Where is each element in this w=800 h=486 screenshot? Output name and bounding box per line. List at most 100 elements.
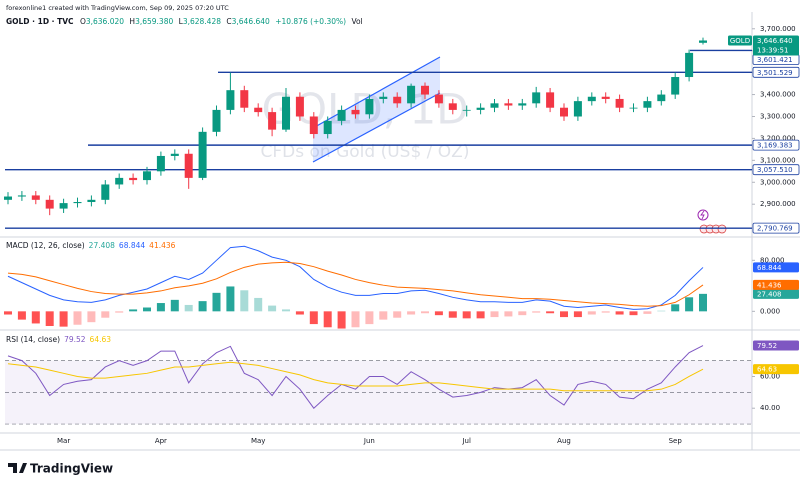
- value-tag-bg: [753, 262, 799, 273]
- candle-body: [323, 120, 332, 135]
- candle-body: [587, 96, 596, 102]
- y-tick-label: 3,300.000: [760, 112, 796, 120]
- candle-body: [4, 196, 12, 200]
- candle-body: [87, 199, 96, 203]
- candle-body: [685, 52, 694, 78]
- level-tag-bg: [752, 139, 800, 151]
- candle-body: [309, 116, 318, 135]
- event-icon: [700, 210, 705, 220]
- level-tag: 3,601.421: [757, 56, 793, 64]
- candle-body: [295, 96, 304, 117]
- histogram-bar: [365, 311, 374, 325]
- histogram-bar: [434, 311, 443, 316]
- candle-body: [156, 155, 165, 172]
- candle-body: [31, 195, 40, 200]
- candle-body: [115, 177, 124, 185]
- ohlc-value: 3,646.640: [232, 17, 270, 26]
- histogram-bar: [309, 311, 318, 325]
- candle-body: [379, 96, 388, 99]
- histogram-bar: [448, 311, 457, 318]
- candle-body: [170, 153, 179, 156]
- y-tick-label: 60.00: [760, 372, 780, 380]
- histogram-bar: [699, 293, 707, 312]
- candle-body: [59, 203, 68, 209]
- candle-body: [643, 101, 652, 108]
- candle-body: [421, 85, 429, 95]
- rsi-legend: RSI (14, close) 79.52 64.63: [6, 335, 111, 344]
- legend-value: 41.436: [149, 241, 175, 250]
- histogram-bar: [268, 305, 277, 312]
- histogram-bar: [657, 310, 666, 312]
- level-tag-bg: [752, 66, 800, 78]
- histogram-bar: [532, 311, 541, 313]
- candle-body: [615, 98, 624, 108]
- ohlc-value: 3,636.020: [86, 17, 124, 26]
- histogram-bar: [101, 311, 110, 318]
- ohlc-key: H: [129, 17, 135, 26]
- histogram-bar: [504, 311, 513, 317]
- level-tag: 3,169.383: [757, 142, 793, 150]
- legend-value: 27.408: [89, 241, 115, 250]
- logo: TradingView: [30, 462, 113, 476]
- macd-legend: MACD (12, 26, close) 27.408 68.844 41.436: [6, 241, 176, 250]
- candle-body: [254, 107, 263, 113]
- price-legend: GOLD · 1D · TVC O3,636.020 H3,659.380 L3…: [6, 17, 363, 26]
- histogram-bar: [212, 292, 221, 312]
- histogram-bar: [170, 299, 179, 312]
- value-tag: 79.52: [757, 342, 777, 350]
- histogram-bar: [4, 311, 12, 315]
- candle-body: [601, 96, 610, 99]
- countdown: 13:39:51: [757, 46, 788, 54]
- x-tick-label: Jul: [461, 437, 471, 445]
- candle-body: [532, 92, 541, 104]
- change: +10.876 (+0.30%): [275, 17, 346, 26]
- level-tag-bg: [752, 164, 800, 176]
- histogram-bar: [31, 311, 40, 324]
- legend-value: 68.844: [119, 241, 145, 250]
- candle-body: [699, 40, 707, 43]
- histogram-bar: [393, 311, 402, 318]
- histogram-bar: [254, 297, 263, 312]
- symbol-tag: GOLD: [730, 37, 750, 45]
- candle-body: [282, 96, 290, 130]
- legend-value: 79.52: [64, 335, 86, 344]
- candle-body: [337, 109, 346, 121]
- candle-body: [546, 92, 555, 108]
- candle-body: [504, 103, 513, 106]
- histogram-bar: [379, 311, 388, 320]
- ohlc-value: 3,628.428: [183, 17, 221, 26]
- histogram-bar: [184, 304, 193, 312]
- value-tag: 68.844: [757, 264, 782, 272]
- y-tick-label: 0.000: [760, 307, 780, 315]
- ohlc-key: C: [226, 17, 231, 26]
- x-tick-label: Sep: [669, 437, 683, 445]
- y-tick-label: 3,100.000: [760, 156, 796, 164]
- candle-body: [448, 103, 457, 110]
- candle-body: [560, 107, 568, 117]
- candle-body: [198, 131, 207, 178]
- price-tag-bg: [753, 35, 799, 56]
- value-tag-bg: [753, 364, 799, 375]
- candle-body: [240, 90, 249, 108]
- candle-body: [143, 171, 151, 181]
- histogram-bar: [615, 311, 624, 315]
- candle-body: [671, 77, 680, 95]
- histogram-bar: [490, 311, 499, 318]
- candle-body: [212, 109, 221, 132]
- candle-body: [184, 153, 193, 178]
- indicator-line: [7, 361, 704, 392]
- histogram-bar: [198, 301, 207, 312]
- histogram-bar: [671, 304, 680, 312]
- x-tick-label: Jun: [363, 437, 375, 445]
- histogram-bar: [17, 311, 26, 320]
- y-tick-label: 3,200.000: [760, 134, 796, 142]
- value-tag-bg: [753, 288, 799, 299]
- value-tag: 64.63: [757, 366, 777, 374]
- histogram-bar: [546, 311, 555, 314]
- indicator-line: [7, 261, 704, 307]
- histogram-bar: [295, 311, 304, 315]
- event-icon: [717, 224, 727, 234]
- histogram-bar: [573, 311, 582, 318]
- candle-body: [73, 202, 82, 204]
